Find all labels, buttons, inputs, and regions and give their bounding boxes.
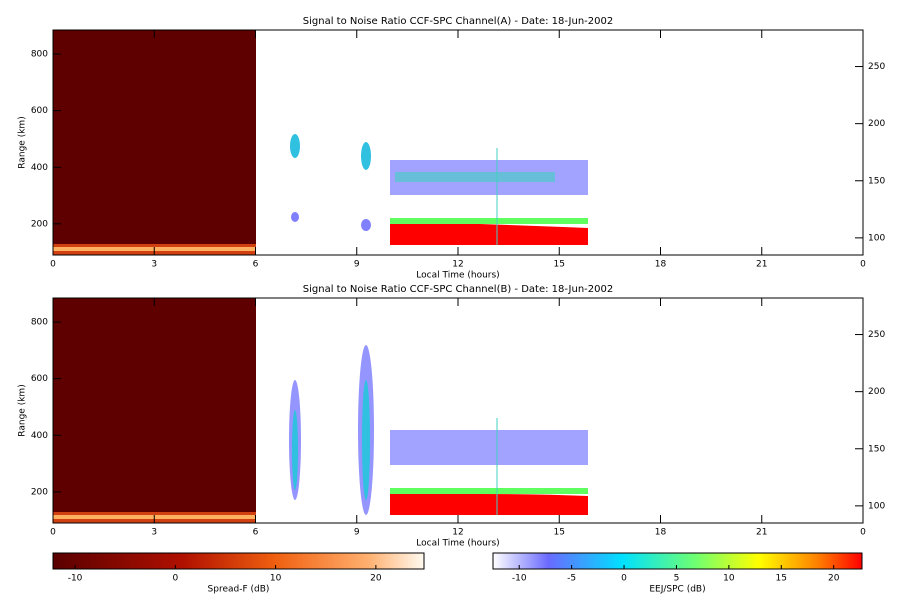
colorbar-eej [492, 552, 863, 570]
colorbar-tick-label: 10 [723, 574, 735, 584]
chart-title: Signal to Noise Ratio CCF-SPC Channel(B)… [303, 284, 613, 295]
y2-tick-label: 100 [868, 233, 885, 243]
y2-tick-label: 250 [868, 62, 885, 72]
x-tick-label: 9 [354, 260, 360, 270]
y2-tick-label: 150 [868, 444, 885, 454]
y-tick-label: 800 [31, 50, 48, 60]
y2-tick-label: 250 [868, 330, 885, 340]
colorbar-label: Spread-F (dB) [208, 585, 270, 595]
x-tick-label: 12 [452, 260, 463, 270]
x-tick-label: 9 [354, 528, 360, 538]
y-tick-label: 600 [31, 106, 48, 116]
panel-a-image [53, 30, 588, 255]
x-axis-label: Local Time (hours) [416, 539, 499, 549]
x-tick-label: 0 [860, 528, 866, 538]
colorbar-tick-label: 5 [674, 574, 680, 584]
x-axis-label: Local Time (hours) [416, 271, 499, 281]
colorbar-tick-label: 20 [370, 574, 382, 584]
x-tick-label: 18 [655, 528, 667, 538]
x-tick-label: 21 [756, 260, 767, 270]
y-tick-label: 600 [31, 374, 48, 384]
y-tick-label: 200 [31, 487, 48, 497]
x-tick-label: 6 [253, 260, 259, 270]
colorbar-tick-label: 15 [776, 574, 787, 584]
colorbar-tick-label: -10 [512, 574, 527, 584]
x-tick-label: 6 [253, 528, 259, 538]
y-tick-label: 400 [31, 163, 48, 173]
x-tick-label: 0 [50, 528, 56, 538]
colorbar-tick-label: 0 [621, 574, 627, 584]
x-tick-label: 21 [756, 528, 767, 538]
x-tick-label: 0 [50, 260, 56, 270]
y-tick-label: 400 [31, 431, 48, 441]
y2-tick-label: 100 [868, 501, 885, 511]
chart-title: Signal to Noise Ratio CCF-SPC Channel(A)… [303, 16, 613, 27]
y-axis-label: Range (km) [18, 384, 28, 436]
colorbar-tick-label: -5 [567, 574, 576, 584]
y-axis-label: Range (km) [18, 116, 28, 168]
x-tick-label: 3 [151, 528, 157, 538]
colorbar-label: EEJ/SPC (dB) [649, 585, 705, 595]
y-tick-label: 800 [31, 318, 48, 328]
x-tick-label: 18 [655, 260, 667, 270]
x-tick-label: 3 [151, 260, 157, 270]
colorbar-spread-f [52, 552, 425, 570]
y2-tick-label: 200 [868, 387, 885, 397]
colorbar-tick-label: -10 [68, 574, 83, 584]
x-tick-label: 15 [554, 528, 565, 538]
x-tick-label: 0 [860, 260, 866, 270]
colorbar-tick-label: 0 [172, 574, 178, 584]
panel-b-image [53, 298, 588, 523]
colorbar-tick-label: 20 [828, 574, 840, 584]
colorbar-tick-label: 10 [270, 574, 282, 584]
y-tick-label: 200 [31, 219, 48, 229]
y2-tick-label: 200 [868, 119, 885, 129]
x-tick-label: 12 [452, 528, 463, 538]
y2-tick-label: 150 [868, 176, 885, 186]
x-tick-label: 15 [554, 260, 565, 270]
